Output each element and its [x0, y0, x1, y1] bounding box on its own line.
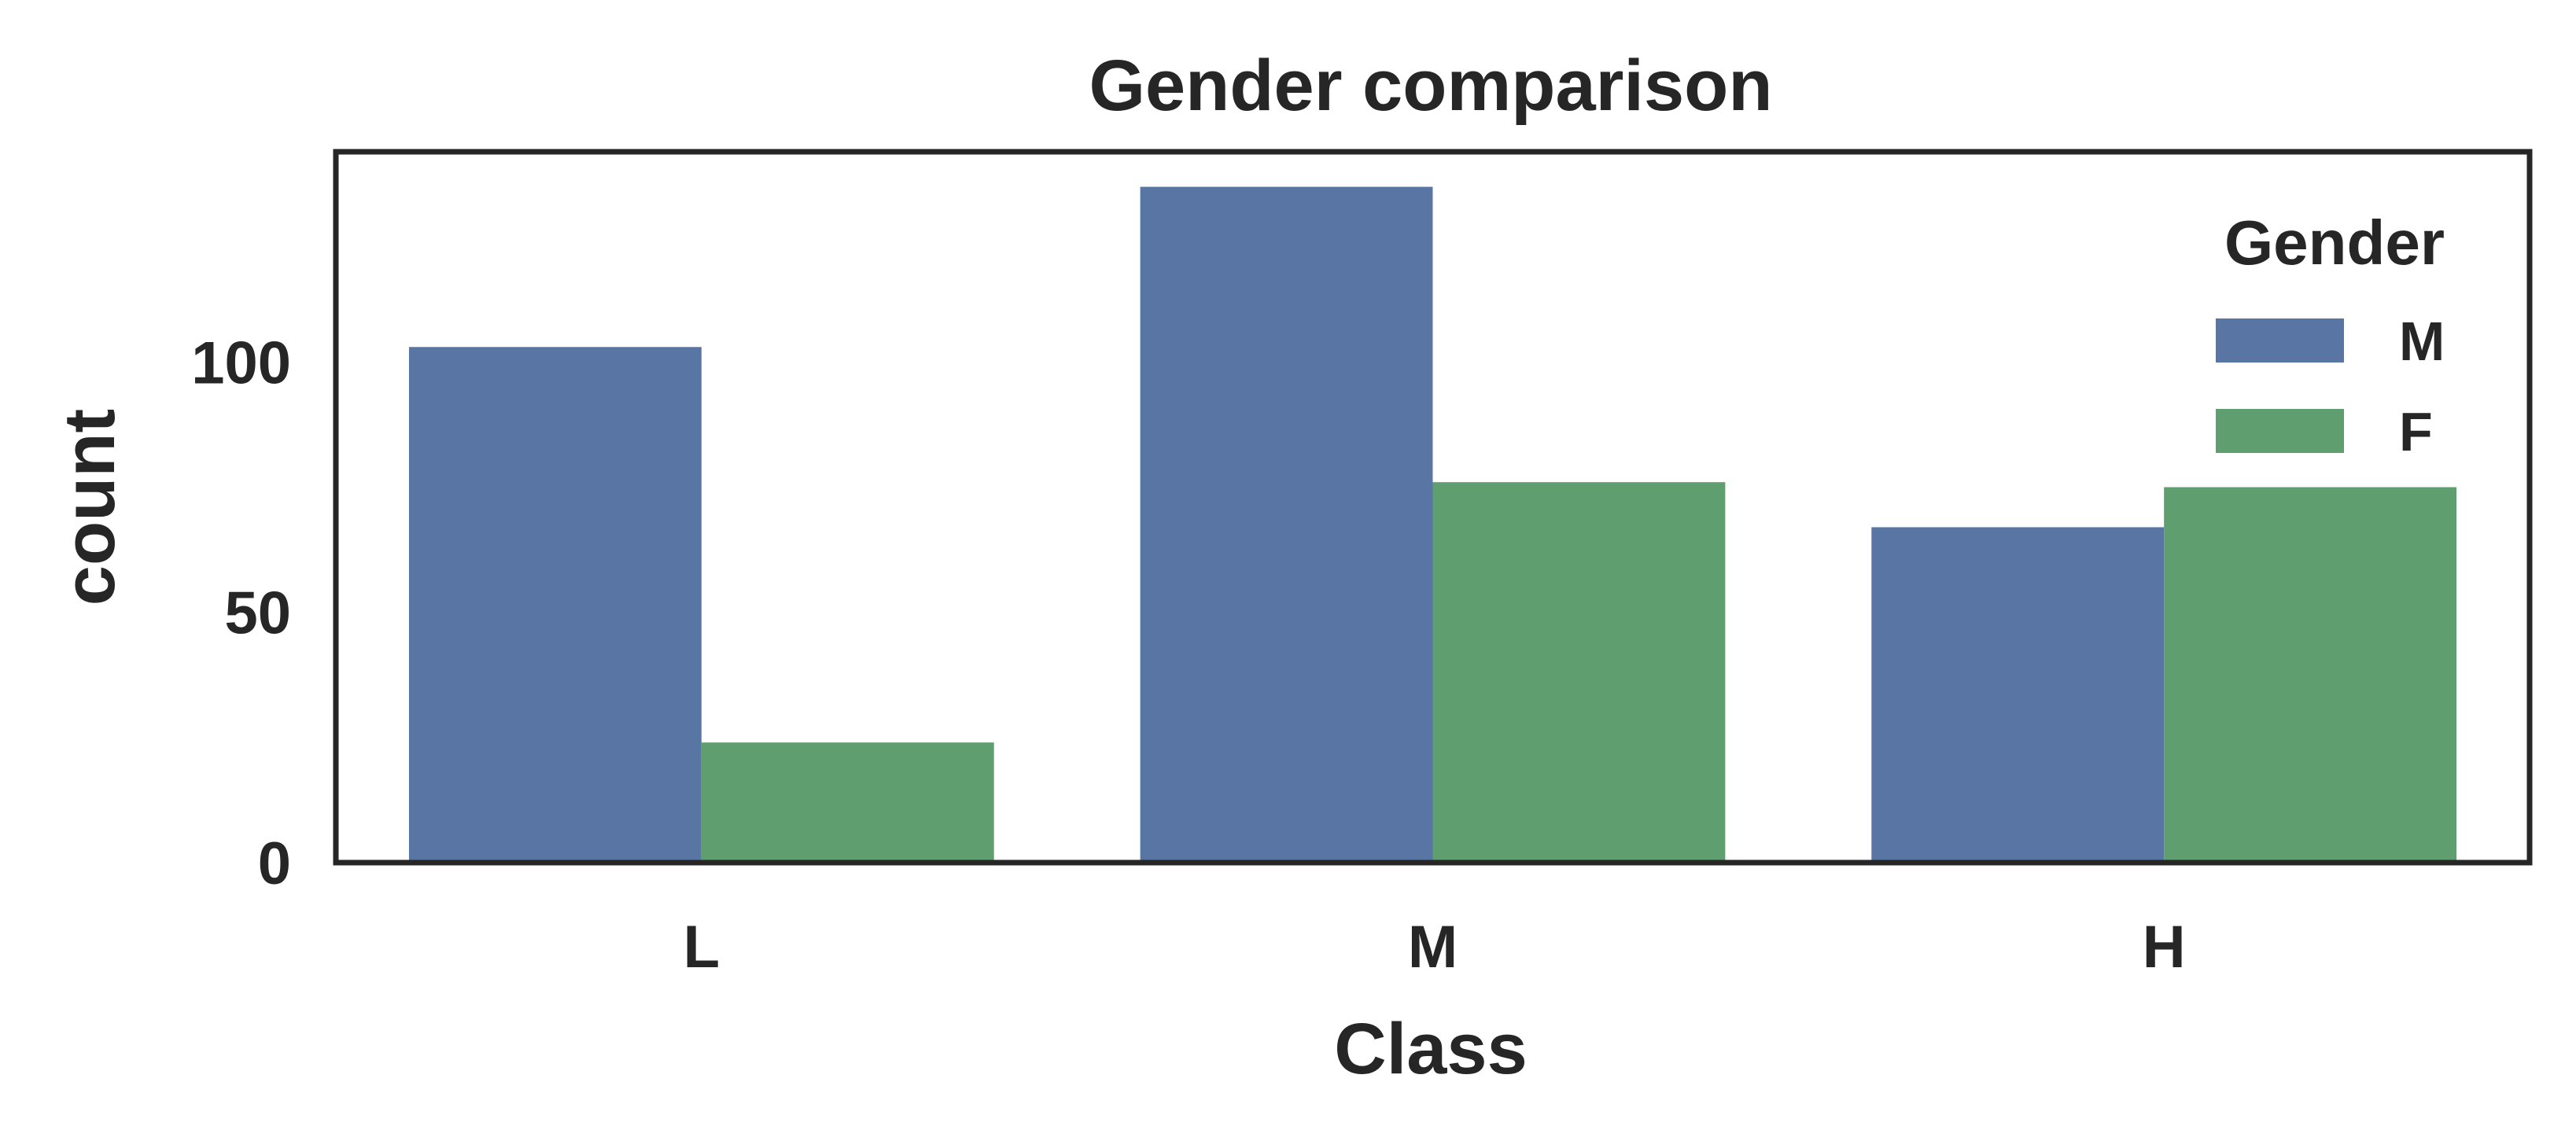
y-tick-labels: 0 50 100: [191, 329, 291, 897]
legend: Gender MF: [2216, 208, 2445, 462]
x-tick-M: M: [1408, 914, 1458, 981]
y-tick-50: 50: [224, 580, 291, 647]
bar-M-F: [1432, 482, 1726, 863]
y-tick-100: 100: [191, 329, 291, 396]
x-tick-L: L: [684, 914, 720, 981]
x-axis-label: Class: [1334, 1009, 1528, 1089]
y-axis-label: count: [50, 409, 130, 605]
bar-M-M: [1140, 186, 1433, 863]
bar-H-F: [2164, 487, 2457, 863]
legend-label-M: M: [2399, 311, 2445, 372]
legend-swatch-M: [2216, 318, 2344, 363]
bar-L-F: [701, 742, 994, 863]
bars-group: [408, 186, 2457, 863]
legend-title: Gender: [2224, 208, 2445, 278]
bar-L-M: [408, 347, 702, 863]
plot-frame: [333, 149, 2533, 866]
y-tick-0: 0: [258, 830, 291, 897]
x-tick-H: H: [2143, 914, 2186, 981]
legend-swatch-F: [2216, 409, 2344, 453]
legend-label-F: F: [2399, 401, 2433, 462]
chart-title: Gender comparison: [1089, 46, 1772, 126]
bar-H-M: [1871, 527, 2165, 863]
